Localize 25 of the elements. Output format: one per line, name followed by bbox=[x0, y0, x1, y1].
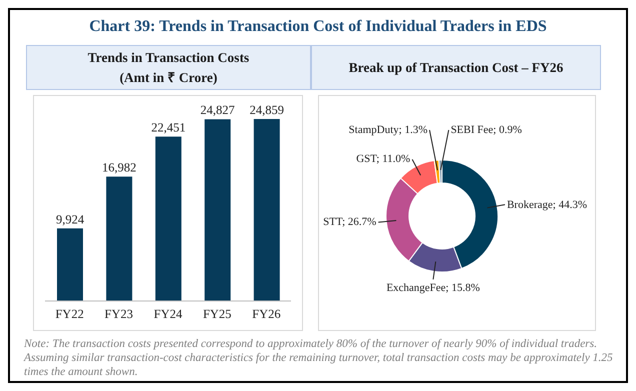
data-label: 9,924 bbox=[56, 212, 85, 226]
data-label: 22,451 bbox=[151, 120, 186, 135]
bar bbox=[155, 136, 182, 301]
data-label: 16,982 bbox=[102, 160, 136, 175]
bar bbox=[57, 228, 83, 301]
x-tick-label: FY23 bbox=[104, 306, 134, 321]
slice-label: Brokerage; 44.3% bbox=[506, 198, 587, 212]
bar bbox=[254, 119, 280, 301]
chart-title: Chart 39: Trends in Transaction Cost of Individual Traders in EDS bbox=[88, 18, 548, 36]
x-tick-label: FY25 bbox=[202, 306, 232, 321]
bar bbox=[204, 119, 231, 301]
chart-title: Break up of Transaction Cost – FY26 bbox=[311, 45, 601, 90]
text: Note: The transaction costs presented correspond to approximately 80% of the turnover of nearly 90% of individual traders. Assuming similar transaction-cost characteristics for the remaining turnover, total transaction costs may be approximately 1.25 times the amount shown. bbox=[24, 337, 614, 379]
data-label: 24,827 bbox=[200, 103, 235, 118]
slice-label: SEBI Fee; 0.9% bbox=[450, 123, 522, 137]
data-label: 24,859 bbox=[250, 103, 284, 117]
slice-label: ExchangeFee; 15.8% bbox=[386, 281, 480, 296]
slice-label: StampDuty; 1.3% bbox=[348, 123, 428, 137]
x-tick-label: FY26 bbox=[252, 306, 281, 321]
x-tick-label: FY22 bbox=[55, 306, 84, 321]
chart-subtitle: Trends in Transaction Costs (Amt in ₹ Crore) bbox=[26, 45, 311, 90]
slice-label: GST; 11.0% bbox=[356, 152, 410, 166]
x-tick-label: FY24 bbox=[154, 306, 183, 321]
slice-label: STT; 26.7% bbox=[323, 215, 376, 230]
bar bbox=[106, 176, 132, 301]
